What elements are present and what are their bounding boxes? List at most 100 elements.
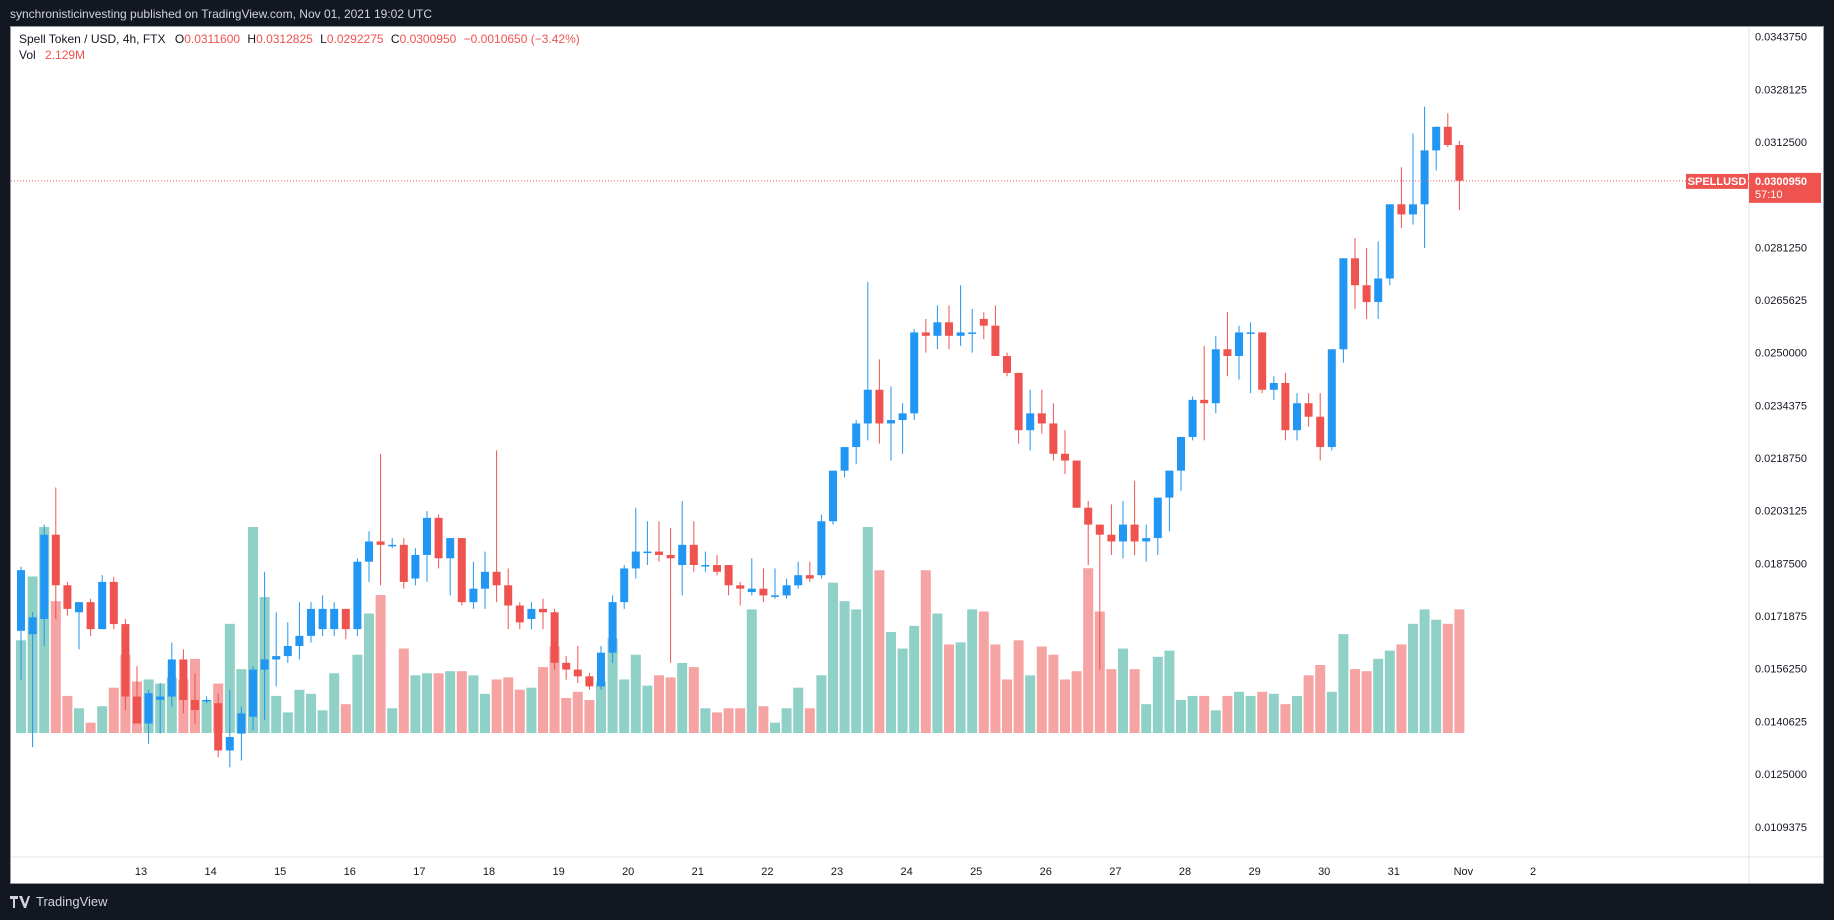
candle-body xyxy=(597,652,605,687)
candle-body xyxy=(272,656,281,660)
candle-body xyxy=(1142,538,1151,542)
volume-bar xyxy=(665,677,676,733)
volume-bar xyxy=(364,613,374,733)
time-tick-label: 28 xyxy=(1179,866,1191,878)
candle-body xyxy=(817,521,826,576)
volume-bar xyxy=(375,594,386,733)
candle-body xyxy=(573,669,582,677)
legend-o-label: O xyxy=(175,32,184,46)
volume-bar xyxy=(793,687,804,733)
volume-bar xyxy=(387,708,398,733)
tradingview-logo-icon xyxy=(10,895,30,908)
volume-bar xyxy=(607,638,618,733)
candle-body xyxy=(1223,349,1232,357)
candle-body xyxy=(1003,356,1011,373)
volume-bar xyxy=(201,700,212,733)
time-tick-label: 26 xyxy=(1040,866,1052,878)
candle-body xyxy=(794,575,803,586)
volume-bar xyxy=(700,708,711,733)
volume-bar xyxy=(978,611,989,733)
candle-body xyxy=(1165,470,1174,498)
volume-bar xyxy=(712,712,722,733)
volume-bar xyxy=(329,673,340,733)
time-tick-label: Nov xyxy=(1454,866,1474,878)
volume-bar xyxy=(897,648,908,733)
chart-svg[interactable]: 0.0343750 0.0328125 0.0312500 0.0281250 0.02… xyxy=(11,27,1823,883)
tag-price: 0.0300950 xyxy=(1755,176,1807,188)
volume-bar xyxy=(1002,679,1012,733)
tradingview-logo[interactable]: TradingView xyxy=(10,894,108,909)
price-tick-label: 0.0250000 xyxy=(1755,348,1807,360)
price-tick-label: 0.0281250 xyxy=(1755,242,1807,254)
volume-bar xyxy=(1338,634,1349,733)
price-tick-label: 0.0187500 xyxy=(1755,558,1807,570)
price-tick-label: 0.0218750 xyxy=(1755,453,1807,465)
time-tick-label: 18 xyxy=(483,866,495,878)
candle-body xyxy=(875,389,884,424)
volume-bar xyxy=(851,609,862,733)
volume-bar xyxy=(723,708,734,733)
candle-body xyxy=(1420,150,1429,205)
volume-bar xyxy=(1036,646,1047,733)
volume-bar xyxy=(1094,611,1105,733)
time-tick-label: 30 xyxy=(1318,866,1330,878)
candle-body xyxy=(423,517,431,555)
candle-body xyxy=(887,420,895,424)
volume-bar xyxy=(1048,654,1059,733)
candle-body xyxy=(771,595,779,597)
volume-bar xyxy=(746,609,757,733)
candle-body xyxy=(1258,332,1267,390)
volume-bar xyxy=(468,675,479,733)
volume-bar xyxy=(955,642,966,733)
volume-bar xyxy=(828,582,838,733)
candle-body xyxy=(840,447,849,471)
axis-dividers xyxy=(11,27,1823,883)
volume-bar xyxy=(62,695,73,733)
candle-body xyxy=(1235,332,1243,357)
volume-bar xyxy=(1222,695,1233,733)
candle-body xyxy=(1385,204,1394,279)
footer-bar: TradingView xyxy=(0,886,1834,920)
candle-body xyxy=(399,544,408,582)
price-tick-label: 0.0109375 xyxy=(1755,822,1807,834)
candle-body xyxy=(1200,399,1209,404)
candle-body xyxy=(620,568,629,603)
time-tick-label: 2 xyxy=(1530,866,1536,878)
volume-bar xyxy=(990,644,1001,733)
time-tick-label: 17 xyxy=(413,866,425,878)
volume-bar xyxy=(1164,650,1175,733)
candle-body xyxy=(318,608,327,630)
volume-bar xyxy=(886,632,896,733)
candle-body xyxy=(121,624,130,697)
time-tick-label: 31 xyxy=(1388,866,1400,878)
volume-bar xyxy=(654,675,664,733)
volume-bar xyxy=(839,601,850,733)
volume-bar xyxy=(97,706,108,733)
candle-body xyxy=(225,737,234,751)
volume-bar xyxy=(642,685,653,733)
price-tick-label: 0.0343750 xyxy=(1755,32,1807,44)
candle-body xyxy=(562,662,571,670)
candle-body xyxy=(249,669,257,717)
time-tick-label: 20 xyxy=(622,866,634,878)
time-axis[interactable]: 13 14 15 16 17 18 19 20 21 22 23 24 25 26 27 28 29 30 31 No… xyxy=(135,866,1536,878)
candle-body xyxy=(515,605,524,623)
volume-bar xyxy=(1431,619,1442,733)
candle-body xyxy=(724,565,733,586)
price-axis[interactable]: 0.0343750 0.0328125 0.0312500 0.0281250 0.02… xyxy=(1755,32,1807,834)
price-tick-label: 0.0156250 xyxy=(1755,664,1807,676)
time-tick-label: 22 xyxy=(761,866,773,878)
volume-bar xyxy=(433,673,444,733)
volume-bar xyxy=(561,697,572,733)
candle-body xyxy=(353,561,362,630)
chart-area[interactable]: 0.0343750 0.0328125 0.0312500 0.0281250 0.02… xyxy=(10,26,1824,884)
candle-body xyxy=(365,541,373,562)
candle-body xyxy=(1374,278,1383,303)
svg-text:Vol 2.129M: Vol 2.129M xyxy=(19,48,85,62)
volume-bar xyxy=(108,687,119,733)
time-tick-label: 27 xyxy=(1109,866,1121,878)
candle-body xyxy=(1084,507,1093,525)
price-tick-label: 0.0312500 xyxy=(1755,137,1807,149)
volume-bars xyxy=(16,527,1465,733)
candle-body xyxy=(167,659,176,697)
